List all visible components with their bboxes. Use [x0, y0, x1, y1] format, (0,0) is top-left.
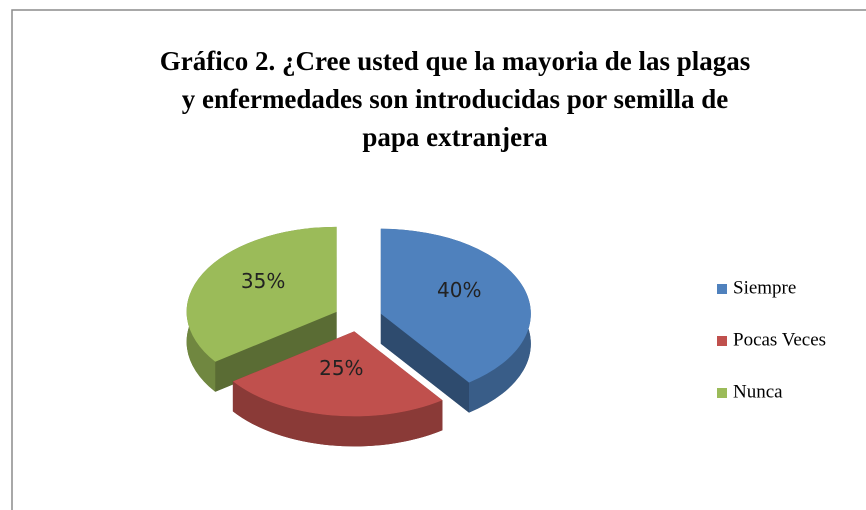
legend-swatch [717, 388, 727, 398]
slice: 25% [232, 331, 443, 447]
legend-label: Pocas Veces [733, 329, 826, 350]
slice: 35% [186, 226, 337, 392]
legend-swatch [717, 284, 727, 294]
slice [380, 228, 531, 383]
legend-label: Siempre [733, 277, 796, 298]
legend-swatch [717, 336, 727, 346]
data-label: 40% [437, 278, 481, 302]
data-label: 25% [319, 356, 363, 380]
slice: 40% [380, 228, 531, 413]
slice-side [215, 311, 337, 392]
legend-label: Nunca [733, 381, 783, 402]
chart-title: y enfermedades son introducidas por semi… [182, 84, 729, 114]
data-label: 35% [241, 269, 285, 293]
chart-title: Gráfico 2. ¿Cree usted que la mayoria de… [160, 46, 750, 76]
slice [232, 331, 443, 417]
chart-title: papa extranjera [362, 122, 548, 152]
slice [186, 226, 337, 362]
slice-side [232, 381, 443, 447]
slice-side [380, 313, 469, 413]
